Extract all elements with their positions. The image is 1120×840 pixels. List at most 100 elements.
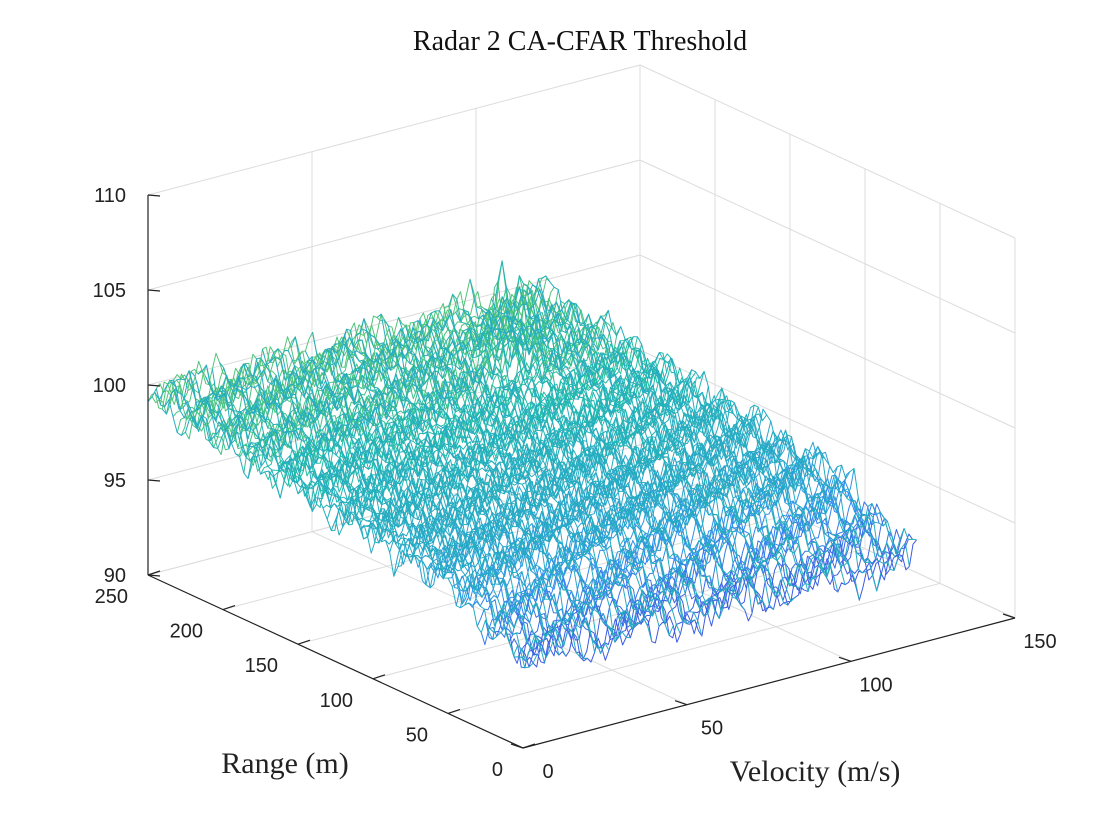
x-axis-label: Velocity (m/s) xyxy=(730,755,901,788)
gridline-z xyxy=(639,64,1016,239)
y-axis-line xyxy=(147,574,524,749)
gridline-z xyxy=(639,349,1016,524)
surface-mesh-line xyxy=(239,322,634,472)
y-axis-label: Range (m) xyxy=(221,747,348,780)
gridline-z xyxy=(147,159,641,291)
surface-mesh-line xyxy=(518,533,913,668)
surface-mesh-line xyxy=(169,379,545,664)
surface-mesh-line xyxy=(419,318,796,602)
gridline-z xyxy=(147,349,641,481)
surface-mesh-line xyxy=(240,362,617,636)
surface-mesh-line xyxy=(226,363,602,649)
surface-mesh-line xyxy=(154,381,531,663)
surface-mesh-line xyxy=(485,503,880,641)
surface-mesh-line xyxy=(505,303,882,592)
z-tick-mark xyxy=(147,194,161,197)
surface-mesh-line xyxy=(247,357,624,643)
z-tick-label: 105 xyxy=(93,280,126,302)
surface-mesh-line xyxy=(355,318,731,591)
x-tick-mark xyxy=(674,700,688,706)
surface-mesh-line xyxy=(510,528,905,669)
surface-mesh-line xyxy=(426,260,803,587)
surface-mesh-line xyxy=(498,286,874,564)
surface-mesh-line xyxy=(312,332,688,622)
surface-mesh-line xyxy=(147,388,524,659)
surface-mesh-line xyxy=(520,284,896,558)
surface-mesh-line xyxy=(462,309,839,593)
surface-mesh-line xyxy=(533,278,910,567)
y-tick-mark xyxy=(522,743,536,749)
surface-mesh-line xyxy=(390,330,767,609)
surface-mesh-line xyxy=(422,441,818,589)
z-tick-label: 110 xyxy=(94,185,126,207)
surface-mesh-line xyxy=(412,317,789,606)
x-tick-label: 50 xyxy=(701,718,723,740)
y-tick-mark xyxy=(447,708,461,714)
z-tick-mark xyxy=(147,479,161,482)
surface-mesh-line xyxy=(193,303,588,429)
y-tick-label: 150 xyxy=(245,655,278,677)
y-tick-mark xyxy=(372,674,386,680)
y-tick-mark xyxy=(222,605,236,611)
surface-mesh-line xyxy=(161,388,538,669)
y-tick-mark xyxy=(147,570,161,576)
surface-mesh-line xyxy=(405,320,782,594)
x-tick-mark xyxy=(838,656,852,662)
surface-mesh xyxy=(147,260,917,669)
surface-mesh-line xyxy=(484,308,860,601)
surface-mesh-line xyxy=(151,275,547,415)
surface-mesh-line xyxy=(190,371,567,657)
y-tick-label: 0 xyxy=(492,759,503,781)
surface-mesh-line xyxy=(276,357,653,642)
y-tick-label: 100 xyxy=(320,690,353,712)
z-tick-label: 95 xyxy=(104,470,126,492)
chart-title: Radar 2 CA-CFAR Threshold xyxy=(413,26,747,57)
gridline-y xyxy=(447,582,941,714)
surface-mesh-line xyxy=(285,358,680,493)
gridline-z xyxy=(147,64,641,196)
y-tick-label: 250 xyxy=(95,586,128,608)
x-axis-line xyxy=(522,617,1016,749)
y-tick-label: 200 xyxy=(170,621,203,643)
x-tick-label: 0 xyxy=(542,761,553,783)
surface-mesh-line xyxy=(233,377,610,654)
surface-mesh-line xyxy=(369,333,746,611)
gridline-z xyxy=(147,254,641,386)
y-tick-mark xyxy=(297,639,311,645)
surface-mesh-line xyxy=(197,364,574,636)
y-tick-label: 50 xyxy=(406,724,428,746)
surface-mesh-line xyxy=(491,298,867,574)
surface-mesh-line xyxy=(319,335,695,625)
surface-mesh-line xyxy=(398,317,774,610)
surface-mesh-line xyxy=(541,275,917,555)
x-tick-label: 100 xyxy=(859,674,892,696)
surface-mesh-line xyxy=(406,429,801,568)
surface-mesh-line xyxy=(501,517,897,655)
gridline-z xyxy=(639,254,1016,429)
surface-mesh-line xyxy=(147,278,543,410)
gridline-z xyxy=(639,159,1016,334)
x-tick-mark xyxy=(1002,613,1016,619)
surface-mesh-line xyxy=(304,350,681,635)
surface-mesh-line xyxy=(219,362,596,653)
surface-mesh-line xyxy=(326,395,722,526)
z-tick-mark xyxy=(147,384,161,387)
surface-mesh-line xyxy=(448,275,825,574)
surface-mesh-line xyxy=(433,309,810,589)
x-tick-mark xyxy=(510,743,524,749)
surface-mesh-line xyxy=(334,328,710,612)
surface-mesh-line xyxy=(201,311,597,445)
z-tick-mark xyxy=(147,289,161,292)
z-tick-label: 90 xyxy=(104,565,126,587)
surface-mesh-line xyxy=(335,387,730,536)
surface-mesh-line xyxy=(512,294,889,565)
surface-mesh-line xyxy=(289,367,684,498)
z-tick-mark xyxy=(147,574,161,577)
x-tick-label: 150 xyxy=(1023,631,1056,653)
surface-mesh-line xyxy=(340,336,717,617)
surface-mesh-line xyxy=(440,315,817,592)
z-tick-label: 100 xyxy=(93,375,126,397)
surface-mesh-line xyxy=(527,288,903,571)
